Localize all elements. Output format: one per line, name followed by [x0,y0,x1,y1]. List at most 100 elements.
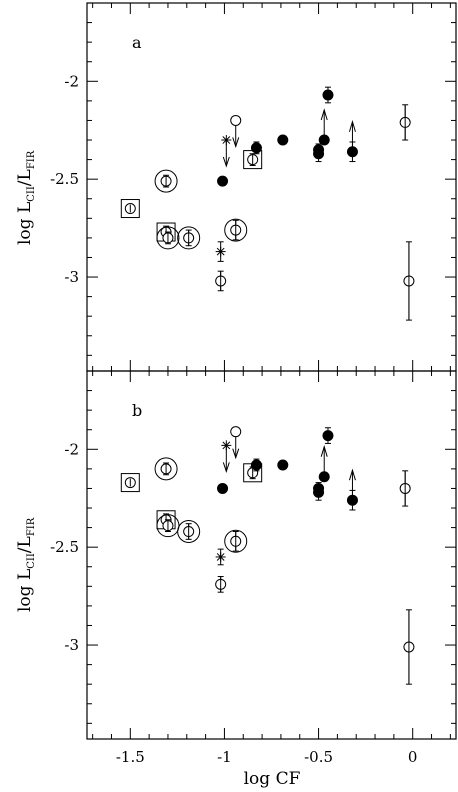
panel-b-points [120,426,415,685]
asterisk-stroke [222,441,231,450]
data-point [120,473,140,493]
data-point [313,145,325,163]
data-point [221,440,232,473]
panel-b-y-axis-title: log LCII/LFIR [15,517,37,612]
panel-a-label: a [132,33,142,52]
filled-marker [346,146,358,158]
panel-a-frame [86,2,457,372]
y-title-slash: /L [15,536,35,553]
arrow-head [320,444,328,457]
y-tick-label: -2 [64,440,79,458]
data-point [217,482,229,494]
y-title-main: log L [15,202,35,245]
panel-b-x-tick-labels: -1.5 -1 -0.5 0 [116,748,418,766]
filled-marker [250,142,262,154]
data-point [399,470,411,507]
y-title-sub2: FIR [26,150,37,169]
filled-marker [322,89,334,101]
data-point [224,529,248,553]
square-marker [120,473,140,493]
ring-marker [156,226,180,250]
x-tick-label: 0 [408,748,418,766]
data-point [224,218,248,242]
data-point [230,114,242,149]
arrow-head [222,462,230,473]
asterisk-stroke [216,247,225,256]
data-point [346,120,358,163]
filled-marker [318,471,330,483]
ring-marker [154,169,178,193]
arrow-head [348,120,356,132]
x-tick-label: -0.5 [304,748,333,766]
y-title-main: log L [15,569,35,612]
y-title-sub2: FIR [26,517,37,536]
x-axis-title: log CF [244,769,301,789]
y-title-sub1: CII [26,553,37,569]
y-tick-label: -3 [64,636,79,654]
data-point [177,226,201,250]
panel-b-frame [86,370,457,740]
data-point [403,609,415,685]
filled-marker [217,175,229,187]
data-point [403,241,415,321]
arrow-head [320,108,328,121]
data-point [215,270,227,292]
data-point [313,484,325,501]
y-title-slash: /L [15,169,35,186]
y-tick-label: -2.5 [50,538,79,556]
ring-marker [224,218,248,242]
data-point [230,426,242,460]
x-tick-label: -1 [217,748,232,766]
open-marker [230,114,242,126]
data-point [215,576,227,593]
panel-a-points [120,86,415,321]
square-marker [120,199,140,219]
data-point [318,444,330,483]
asterisk-stroke [222,136,231,144]
filled-marker [322,430,334,442]
data-point [318,108,330,146]
data-point [177,520,201,544]
data-point [346,468,358,511]
data-point [277,459,289,471]
arrow-head [348,468,356,481]
filled-marker [277,134,289,146]
filled-marker [346,494,358,506]
panel-b-y-tick-labels: -2 -2.5 -3 [50,440,79,654]
filled-marker [313,486,325,498]
asterisk-stroke [216,553,225,561]
arrow-head [222,156,230,168]
y-tick-label: -2.5 [50,170,79,188]
panel-a-ticks [87,2,456,371]
ring-marker [154,457,178,481]
data-point [322,86,334,104]
data-point [215,548,226,566]
y-tick-label: -2 [64,72,79,90]
data-point [250,458,262,472]
open-marker [230,426,242,438]
ring-marker [177,226,201,250]
data-point [399,104,411,141]
panel-a-y-tick-labels: -2 -2.5 -3 [50,72,79,286]
filled-marker [250,459,262,471]
arrow-head [232,137,240,149]
data-point [154,457,178,481]
data-point [156,226,180,250]
data-point [217,175,229,187]
filled-marker [313,148,325,160]
ring-marker [177,520,201,544]
y-tick-label: -3 [64,268,79,286]
data-point [154,169,178,193]
x-tick-label: -1.5 [116,748,145,766]
data-point [322,427,334,444]
panel-a-y-axis-title: log LCII/LFIR [15,150,37,245]
arrow-head [232,448,240,460]
data-point [277,134,289,146]
data-point [250,141,262,155]
data-point [120,199,140,219]
filled-marker [318,134,330,146]
ring-marker [224,529,248,553]
data-point [215,241,226,262]
panel-b: -2 -2.5 -3 -1.5 -1 -0.5 0 b log LCII/LFIR log… [15,370,457,789]
